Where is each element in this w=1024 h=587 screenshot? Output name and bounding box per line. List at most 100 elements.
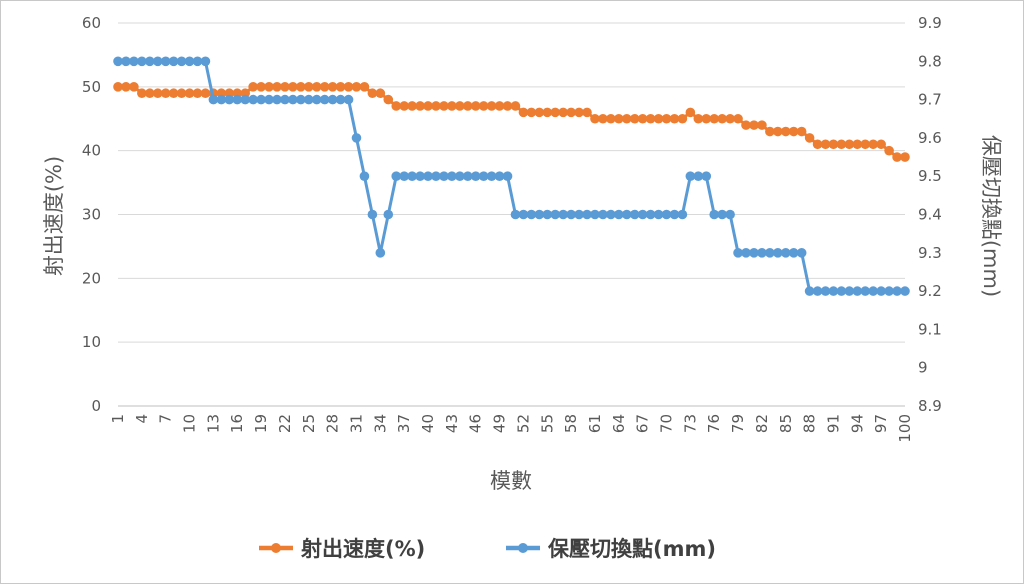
y-left-tick-label: 60 <box>82 14 101 32</box>
data-point <box>773 248 783 258</box>
data-point <box>717 113 727 124</box>
x-tick-label: 34 <box>371 414 389 433</box>
data-point <box>677 113 688 124</box>
data-point <box>152 56 163 67</box>
data-point <box>375 248 386 258</box>
data-point <box>788 126 799 137</box>
data-point <box>701 171 712 181</box>
data-point <box>160 56 171 67</box>
data-point <box>574 107 584 118</box>
data-point <box>526 209 537 220</box>
data-point <box>462 171 473 181</box>
data-point <box>502 171 513 181</box>
data-point <box>868 286 878 296</box>
data-point <box>884 145 894 156</box>
y-axis-right-title: 保壓切換點(mm) <box>979 135 1003 297</box>
data-point <box>383 209 394 220</box>
data-point <box>725 209 735 220</box>
data-point <box>534 107 545 118</box>
data-point <box>606 113 616 124</box>
data-point <box>272 82 282 92</box>
data-point <box>725 113 735 124</box>
data-point <box>184 88 195 99</box>
data-point <box>455 171 465 181</box>
x-tick-label: 4 <box>133 414 151 424</box>
data-point <box>590 209 600 220</box>
data-point <box>121 56 131 67</box>
data-point <box>526 107 537 118</box>
x-tick-label: 31 <box>347 414 365 433</box>
y-right-tick-label: 9.3 <box>918 244 942 262</box>
y-right-tick-label: 9 <box>918 359 928 377</box>
x-tick-label: 52 <box>514 414 532 433</box>
y-axis-left-title: 射出速度(%) <box>42 156 66 276</box>
data-point <box>351 133 362 143</box>
data-point <box>455 101 465 111</box>
data-point <box>749 248 759 258</box>
data-point <box>415 101 425 111</box>
data-point <box>804 133 815 143</box>
data-point <box>621 209 632 220</box>
data-point <box>844 286 855 296</box>
x-tick-label: 37 <box>395 414 413 433</box>
data-point <box>717 209 727 220</box>
data-point <box>311 82 322 92</box>
data-point <box>113 82 123 92</box>
x-tick-label: 19 <box>252 414 270 433</box>
data-point <box>828 139 839 150</box>
data-point <box>693 113 704 124</box>
x-axis-ticks: 1 4 7 10 13 16 19 22 25 28 31 34 37 40 43 46 49 52 55 58 61 6… <box>109 414 914 443</box>
data-point <box>168 56 179 67</box>
y-right-tick-label: 9.4 <box>918 206 942 224</box>
data-point <box>311 94 322 105</box>
data-point <box>399 171 409 181</box>
data-point <box>216 94 227 105</box>
data-point <box>272 94 282 105</box>
data-point <box>391 171 402 181</box>
left-axis-ticks: 0 10 20 30 40 50 60 <box>82 14 101 415</box>
data-point <box>439 101 449 111</box>
legend-swatch-left-marker <box>271 543 281 553</box>
data-point <box>351 82 362 92</box>
data-point <box>232 94 243 105</box>
x-tick-label: 1 <box>109 414 127 424</box>
data-point <box>280 94 290 105</box>
legend-label-right-series: 保壓切換點(mm) <box>547 537 716 561</box>
series-right <box>113 56 910 296</box>
x-tick-label: 70 <box>658 414 676 433</box>
data-point <box>494 171 505 181</box>
data-point <box>828 286 839 296</box>
data-point <box>661 113 672 124</box>
data-point <box>431 171 441 181</box>
data-point <box>741 248 751 258</box>
data-point <box>550 107 561 118</box>
data-point <box>860 139 871 150</box>
data-point <box>129 82 139 92</box>
data-point <box>176 88 187 99</box>
data-point <box>510 209 521 220</box>
data-point <box>598 209 608 220</box>
data-point <box>510 101 521 111</box>
x-tick-label: 67 <box>634 414 652 433</box>
data-point <box>502 101 513 111</box>
data-point <box>129 56 139 67</box>
y-left-tick-label: 20 <box>82 269 101 287</box>
y-left-tick-label: 10 <box>82 333 101 351</box>
data-point <box>288 82 298 92</box>
legend-item-right-series: 保壓切換點(mm) <box>506 537 716 561</box>
data-point <box>319 94 330 105</box>
data-point <box>152 88 163 99</box>
data-point <box>407 101 417 111</box>
data-point <box>852 139 863 150</box>
data-point <box>256 94 266 105</box>
data-point <box>296 82 306 92</box>
data-point <box>327 82 338 92</box>
data-point <box>343 94 354 105</box>
y-left-tick-label: 30 <box>82 206 101 224</box>
data-point <box>868 139 878 150</box>
data-point <box>137 88 147 99</box>
data-point <box>359 82 370 92</box>
data-point <box>590 113 600 124</box>
data-point <box>534 209 545 220</box>
